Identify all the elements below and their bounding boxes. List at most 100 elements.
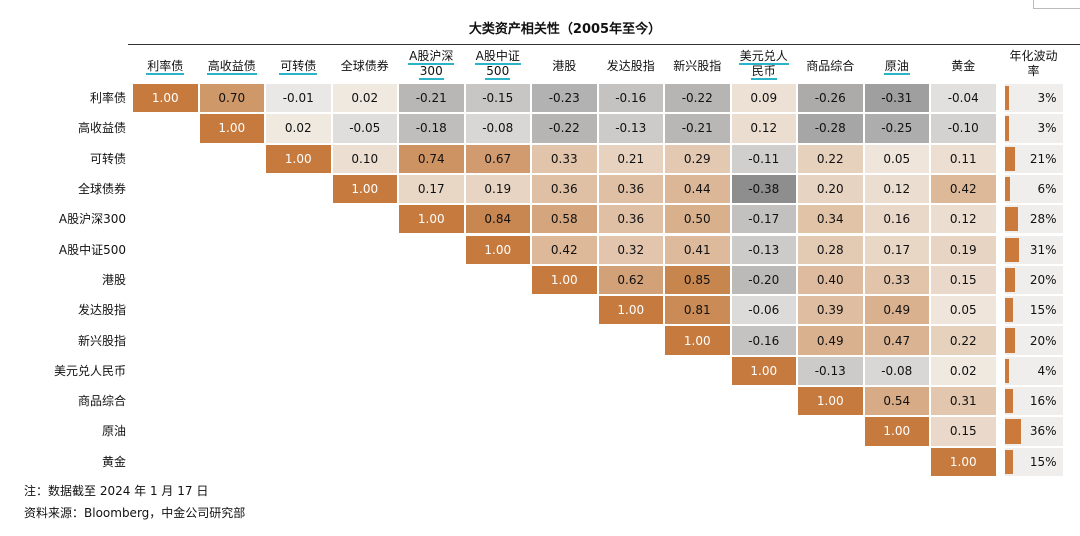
correlation-cell: 0.12 [864, 174, 929, 204]
row-label: 全球债券 [77, 182, 126, 197]
corner-box [1033, 0, 1080, 9]
correlation-cell: 1.00 [864, 417, 929, 446]
volatility-cell-bg [1004, 114, 1063, 143]
correlation-cell: 0.22 [931, 326, 996, 355]
correlation-cell: -0.08 [864, 356, 929, 385]
row-label: A股中证500 [58, 242, 126, 257]
correlation-cell: -0.08 [465, 114, 530, 143]
correlation-cell: 0.36 [598, 174, 663, 204]
correlation-cell: 0.17 [864, 235, 929, 264]
correlation-cell: -0.22 [665, 84, 730, 113]
column-header: 黄金 [930, 59, 997, 74]
volatility-header: 年化波动率 [1001, 49, 1067, 79]
column-header-line1: 原油 [883, 59, 910, 75]
correlation-cell: 0.16 [864, 205, 929, 234]
column-header-line1: 港股 [552, 59, 577, 73]
row-label: A股沪深300 [58, 212, 126, 227]
column-header: 新兴股指 [664, 59, 731, 74]
correlation-cell: 1.00 [133, 84, 198, 113]
column-header-line1: 全球债券 [340, 59, 389, 73]
column-header-line2: 300 [418, 64, 444, 80]
row-label: 新兴股指 [77, 333, 126, 348]
volatility-cell-bg [1004, 356, 1063, 385]
volatility-value: 15% [1029, 454, 1057, 469]
column-header-line1: 高收益债 [206, 59, 257, 75]
volatility-bar [1004, 237, 1019, 262]
correlation-cell: -0.13 [798, 356, 863, 385]
correlation-cell: -0.21 [399, 84, 464, 113]
correlation-cell: 0.62 [598, 265, 663, 295]
correlation-cell: 1.00 [332, 174, 397, 204]
column-header: 可转债 [265, 59, 332, 75]
volatility-bar [1004, 449, 1013, 474]
correlation-cell: 0.02 [266, 114, 331, 143]
column-header: 原油 [864, 59, 931, 75]
column-header: 全球债券 [332, 59, 399, 74]
correlation-cell: 0.05 [864, 144, 929, 173]
column-header-line1: 可转债 [279, 59, 318, 75]
row-label: 发达股指 [77, 303, 126, 318]
correlation-cell: 0.36 [532, 174, 597, 204]
header-rule [128, 44, 1080, 45]
correlation-cell: -0.10 [931, 114, 996, 143]
volatility-bar [1004, 328, 1015, 353]
volatility-bar [1004, 176, 1010, 202]
column-header: 高收益债 [199, 59, 266, 75]
volatility-bar [1004, 389, 1014, 414]
source-note: 资料来源：Bloomberg，中金公司研究部 [24, 506, 246, 520]
correlation-cell: 0.44 [665, 174, 730, 204]
column-header-line1: 发达股指 [606, 59, 655, 73]
volatility-value: 4% [1037, 363, 1057, 378]
column-header: A股中证 500 [465, 49, 532, 80]
correlation-cell: 0.02 [931, 356, 996, 385]
volatility-bar [1004, 207, 1018, 232]
correlation-cell: 0.29 [665, 144, 730, 173]
correlation-cell: 0.05 [931, 296, 996, 325]
correlation-cell: 0.40 [798, 265, 863, 295]
volatility-value: 6% [1037, 182, 1057, 197]
column-header-line1: 美元兑人 [738, 49, 789, 65]
correlation-cell: -0.06 [731, 296, 796, 325]
correlation-cell: 1.00 [465, 235, 530, 264]
volatility-header-line2: 率 [1027, 64, 1040, 78]
correlation-cell: -0.11 [731, 144, 796, 173]
volatility-value: 20% [1029, 333, 1057, 348]
row-label: 美元兑人民币 [53, 363, 126, 378]
correlation-cell: 0.12 [931, 205, 996, 234]
volatility-bar [1004, 298, 1013, 323]
correlation-cell: 1.00 [532, 265, 597, 295]
correlation-cell: 0.11 [931, 144, 996, 173]
column-header-line1: A股中证 [474, 49, 521, 65]
column-header: A股沪深 300 [398, 49, 465, 80]
column-header: 港股 [531, 59, 598, 74]
row-label: 港股 [101, 272, 126, 287]
row-label: 原油 [101, 424, 126, 439]
correlation-cell: 0.42 [931, 174, 996, 204]
correlation-cell: 0.15 [931, 417, 996, 446]
volatility-bar [1004, 267, 1015, 293]
correlation-cell: 0.36 [598, 205, 663, 234]
volatility-cell-bg [1004, 84, 1063, 113]
volatility-header-line1: 年化波动 [1009, 49, 1058, 63]
correlation-cell: 0.41 [665, 235, 730, 264]
correlation-cell: -0.28 [798, 114, 863, 143]
volatility-value: 21% [1029, 151, 1057, 166]
column-header-line1: 利率债 [146, 59, 185, 75]
correlation-cell: -0.16 [731, 326, 796, 355]
correlation-cell: 0.85 [665, 265, 730, 295]
correlation-cell: 0.84 [465, 205, 530, 234]
correlation-cell: 0.42 [532, 235, 597, 264]
correlation-cell: -0.18 [399, 114, 464, 143]
volatility-value: 31% [1029, 242, 1057, 257]
correlation-cell: -0.04 [931, 84, 996, 113]
column-header-line2: 500 [485, 64, 511, 80]
correlation-cell: -0.21 [665, 114, 730, 143]
column-header-line1: 商品综合 [806, 59, 855, 73]
row-label: 高收益债 [77, 121, 126, 136]
correlation-cell: 0.19 [931, 235, 996, 264]
correlation-cell: 0.19 [465, 174, 530, 204]
row-label: 商品综合 [77, 394, 126, 409]
correlation-cell: 0.32 [598, 235, 663, 264]
correlation-cell: 0.81 [665, 296, 730, 325]
